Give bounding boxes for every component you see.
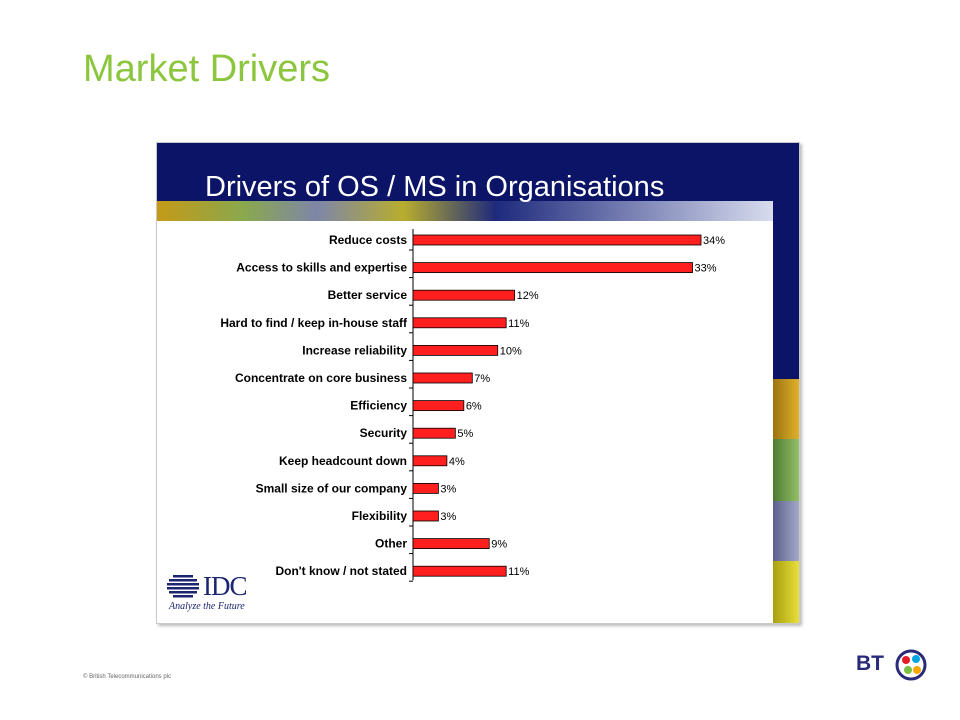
value-label: 7%	[474, 373, 490, 385]
bt-logo: BT	[856, 648, 928, 684]
bar	[412, 317, 507, 329]
idc-logo-text: IDC	[203, 571, 247, 601]
value-label: 9%	[491, 539, 507, 551]
value-label: 3%	[440, 483, 456, 495]
value-label: 12%	[517, 290, 539, 302]
bt-logo-text: BT	[856, 652, 884, 675]
value-label: 11%	[508, 318, 529, 330]
bar	[412, 344, 499, 356]
bar	[412, 400, 465, 412]
value-label: 4%	[449, 456, 465, 468]
side-bar-segment-green	[773, 439, 799, 501]
value-label: 33%	[695, 263, 717, 275]
category-label: Access to skills and expertise	[236, 261, 407, 275]
bar	[412, 262, 693, 273]
bar	[412, 234, 702, 246]
category-label: Other	[375, 537, 407, 551]
value-label: 34%	[703, 235, 725, 247]
side-bar-segment-gold	[773, 379, 799, 439]
chart-header-band: Drivers of OS / MS in Organisations	[157, 143, 773, 221]
value-label: 3%	[440, 511, 456, 523]
bt-globe-icon	[895, 649, 927, 681]
bar-chart: Reduce costs 34% Access to skills and expe…	[220, 229, 725, 582]
category-label: Flexibility	[352, 509, 408, 523]
bar	[412, 538, 490, 550]
category-label: Don't know / not stated	[275, 564, 407, 578]
category-label: Keep headcount down	[279, 454, 407, 468]
bar	[412, 510, 439, 522]
category-label: Concentrate on core business	[235, 371, 407, 385]
copyright-notice: © British Telecommunications plc	[83, 674, 172, 680]
idc-tagline: Analyze the Future	[169, 601, 245, 612]
bar	[412, 289, 516, 301]
bar	[412, 455, 448, 467]
bar	[412, 482, 439, 494]
side-bar-segment-yellow	[773, 561, 799, 623]
value-label: 10%	[500, 345, 522, 357]
category-label: Security	[360, 426, 408, 440]
bar	[412, 427, 456, 439]
idc-logo: IDC Analyze the Future	[167, 571, 267, 617]
value-label: 11%	[508, 566, 529, 578]
category-label: Better service	[328, 288, 408, 302]
value-label: 5%	[457, 428, 473, 440]
bar	[412, 372, 473, 384]
header-color-strip	[157, 201, 773, 221]
bar	[412, 565, 507, 577]
category-label: Small size of our company	[256, 481, 408, 495]
category-label: Increase reliability	[302, 343, 407, 357]
chart-title: Drivers of OS / MS in Organisations	[205, 171, 665, 203]
category-label: Efficiency	[350, 399, 407, 413]
idc-globe-icon	[167, 575, 199, 598]
category-label: Hard to find / keep in-house staff	[220, 316, 408, 330]
chart-panel: Drivers of OS / MS in Organisations Redu…	[156, 142, 800, 624]
slide-title: Market Drivers	[83, 48, 331, 90]
category-label: Reduce costs	[329, 233, 407, 247]
side-bar-segment-blue	[773, 501, 799, 561]
value-label: 6%	[466, 401, 482, 413]
